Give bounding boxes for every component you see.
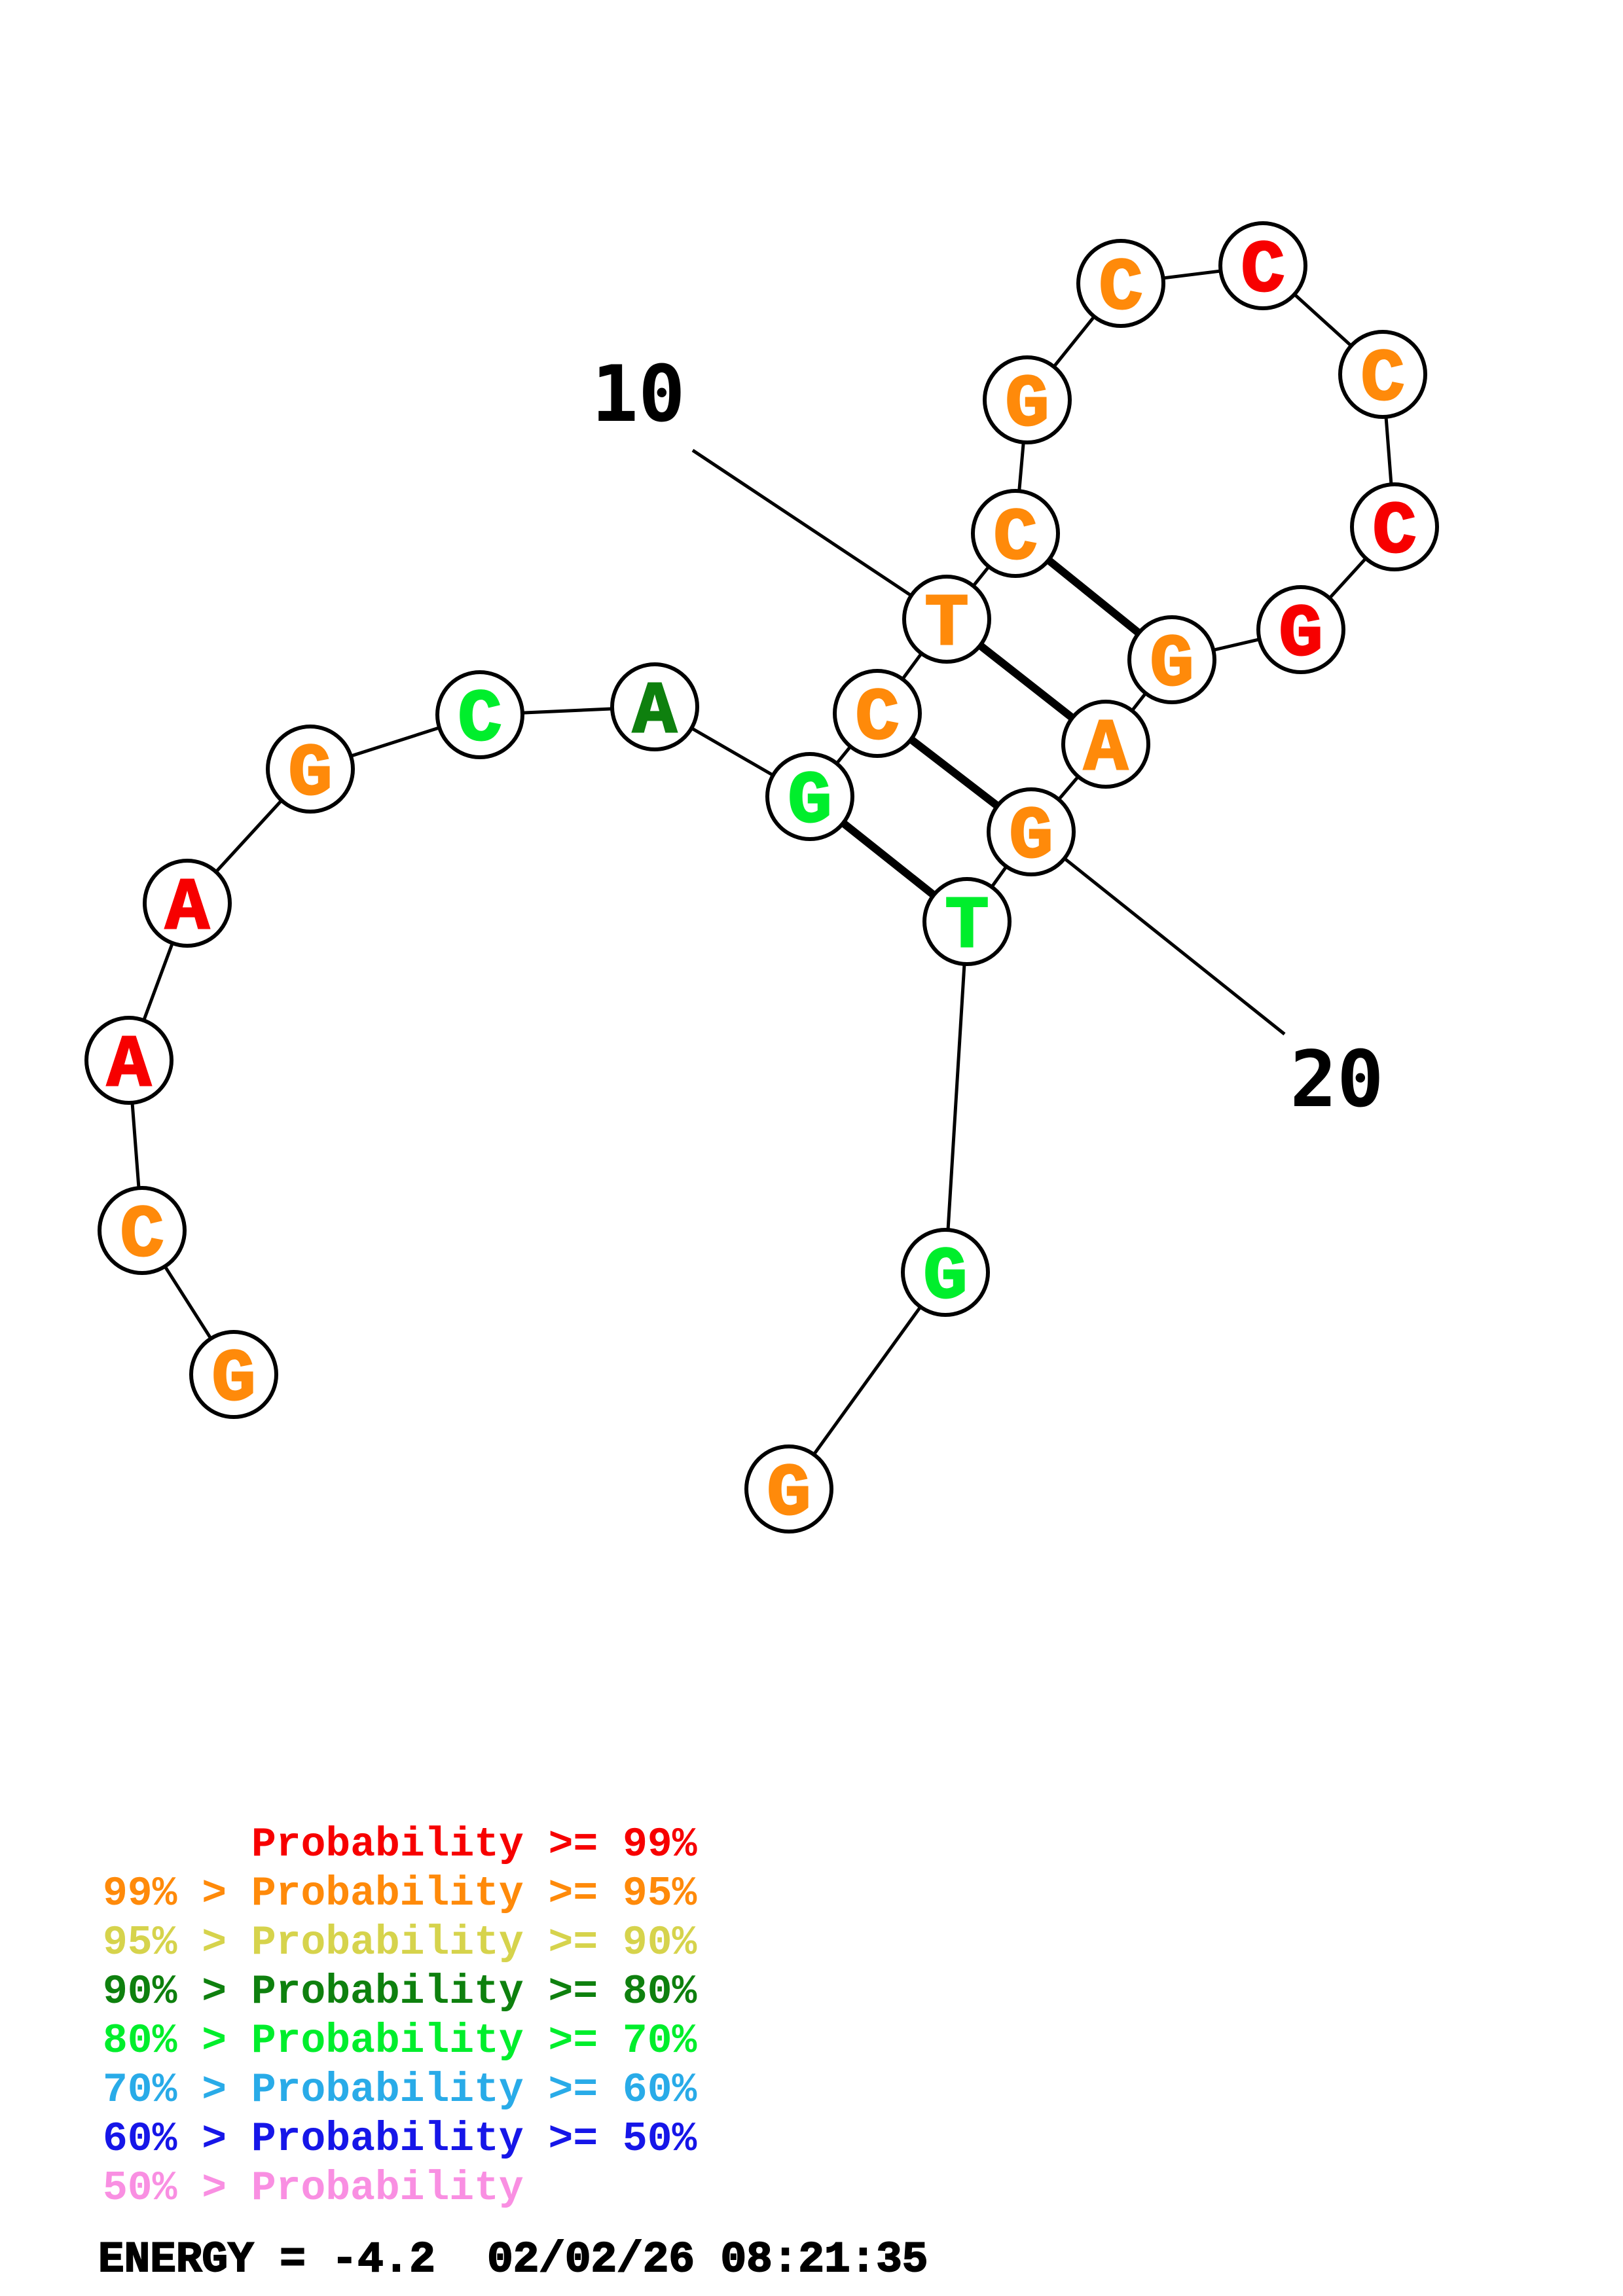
nucleotide-circle xyxy=(1061,700,1150,789)
nucleotide-4: A xyxy=(143,859,232,952)
nucleotide-circle xyxy=(143,859,232,948)
nucleotide-circle xyxy=(610,662,699,751)
nucleotide-13: C xyxy=(1076,239,1165,332)
legend-row-4: 90% > Probability >= 80% xyxy=(103,1969,697,2015)
legend-row-3: 95% > Probability >= 90% xyxy=(103,1920,697,1966)
nucleotide-base-letter: C xyxy=(993,497,1037,581)
nucleotide-base-letter: G xyxy=(767,1453,811,1536)
backbone-bond xyxy=(943,921,969,1273)
nucleotide-12: G xyxy=(983,355,1072,448)
nucleotide-20: G xyxy=(987,787,1076,880)
nucleotide-base-letter: C xyxy=(1241,230,1285,313)
legend-row-7: 60% > Probability >= 50% xyxy=(103,2116,697,2162)
nucleotide-circle xyxy=(84,1016,173,1105)
legend-row-8: 50% > Probability xyxy=(103,2165,524,2212)
nucleotide-base-letter: C xyxy=(120,1194,164,1278)
nucleotide-circle xyxy=(266,725,355,814)
nucleotide-base-letter: A xyxy=(1084,708,1128,791)
nucleotide-circle xyxy=(435,670,524,759)
position-label-10: 10 xyxy=(591,350,685,440)
nucleotide-19: A xyxy=(1061,700,1150,793)
nucleotide-circle xyxy=(1256,585,1345,674)
nucleotide-9: C xyxy=(833,669,922,762)
position-label-20: 20 xyxy=(1290,1035,1383,1125)
nucleotide-10: T xyxy=(902,575,991,668)
nucleotide-base-letter: A xyxy=(632,671,677,754)
nucleotide-circle xyxy=(1350,482,1439,571)
nucleotide-circle xyxy=(983,355,1072,444)
nucleotide-base-letter: T xyxy=(945,886,989,969)
nucleotide-circle xyxy=(98,1186,187,1275)
nucleotide-base-letter: C xyxy=(458,679,501,762)
nucleotide-21: T xyxy=(922,877,1012,970)
nucleotide-base-letter: G xyxy=(288,733,332,816)
legend-row-1: Probability >= 99% xyxy=(251,1821,697,1868)
legend-row-5: 80% > Probability >= 70% xyxy=(103,2018,697,2064)
nucleotide-5: G xyxy=(266,725,355,817)
nucleotide-circle xyxy=(901,1228,990,1317)
nucleotide-circle xyxy=(833,669,922,758)
nucleotide-base-letter: C xyxy=(1099,247,1142,331)
bond-lines xyxy=(127,264,1396,1490)
nucleotide-circle xyxy=(189,1330,278,1419)
nucleotide-circle xyxy=(971,489,1060,578)
energy-line: ENERGY = -4.2 02/02/26 08:21:35 xyxy=(98,2235,928,2284)
nucleotide-base-letter: A xyxy=(107,1024,151,1107)
nucleotide-base-letter: T xyxy=(924,583,968,666)
nucleotide-base-letter: C xyxy=(855,677,899,761)
legend-row-6: 70% > Probability >= 60% xyxy=(103,2067,697,2113)
nucleotide-circle xyxy=(744,1444,833,1534)
nucleotide-8: G xyxy=(765,752,854,845)
backbone-bond xyxy=(787,1271,947,1490)
nucleotide-7: A xyxy=(610,662,699,755)
label-10-pointer-line xyxy=(691,448,948,621)
nucleotide-circle xyxy=(1338,330,1427,419)
nucleotide-circle xyxy=(902,575,991,664)
nucleotide-1: G xyxy=(189,1330,278,1423)
nucleotide-2: C xyxy=(98,1186,187,1279)
nucleotide-circle xyxy=(1218,221,1307,310)
nucleotide-17: G xyxy=(1256,585,1345,678)
nucleotide-base-letter: G xyxy=(1005,364,1049,447)
nucleotide-base-letter: G xyxy=(1009,796,1053,879)
label-20-pointer-line xyxy=(1030,831,1286,1035)
nucleotide-circle xyxy=(1076,239,1165,328)
probability-legend: Probability >= 99% 99% > Probability >= … xyxy=(103,1821,697,2212)
nucleotide-3: A xyxy=(84,1016,173,1109)
nucleotide-base-letter: C xyxy=(1360,338,1404,422)
nucleotide-6: C xyxy=(435,670,524,763)
nucleotide-base-letter: G xyxy=(788,761,831,844)
nucleotide-circle xyxy=(1127,615,1216,704)
legend-row-2: 99% > Probability >= 95% xyxy=(103,1871,697,1917)
nucleotide-base-letter: G xyxy=(1150,624,1194,707)
nucleotide-18: G xyxy=(1127,615,1216,708)
nucleotide-base-letter: C xyxy=(1372,491,1416,574)
nucleotide-circle xyxy=(765,752,854,841)
nucleotide-circle xyxy=(987,787,1076,876)
nucleotide-16: C xyxy=(1350,482,1439,575)
nucleotide-base-letter: G xyxy=(1279,594,1322,677)
nucleotide-22: G xyxy=(901,1228,990,1321)
nucleotide-base-letter: A xyxy=(165,867,210,950)
nucleotide-11: C xyxy=(971,489,1060,582)
nucleotide-14: C xyxy=(1218,221,1307,314)
nucleotide-base-letter: G xyxy=(211,1338,255,1422)
nucleotide-base-letter: G xyxy=(923,1236,967,1319)
nucleotide-circle xyxy=(922,877,1012,966)
nucleotide-15: C xyxy=(1338,330,1427,423)
nucleotide-23: G xyxy=(744,1444,833,1537)
